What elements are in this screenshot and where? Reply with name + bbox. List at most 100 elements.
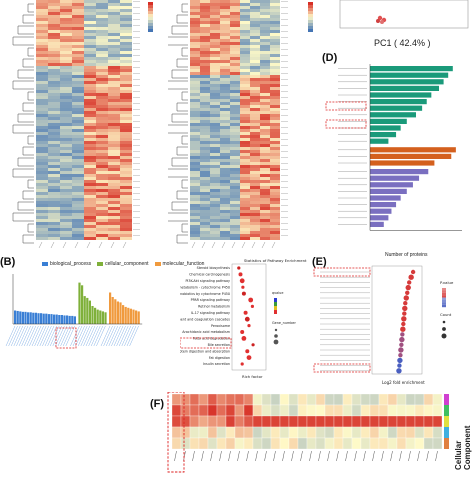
- heatmap-cell: [240, 99, 250, 102]
- dendrogram-branch: [12, 80, 34, 90]
- heatmap-cell: [72, 99, 84, 102]
- heatmap-cell: [351, 393, 362, 406]
- heatmap-cell: [48, 21, 60, 24]
- heatmap-cell: [270, 114, 280, 117]
- heatmap-cell: [108, 207, 120, 210]
- heatmap-cell: [230, 63, 240, 66]
- annotation-bar: [444, 427, 449, 438]
- heatmap-cell: [190, 120, 200, 123]
- heatmap-cell: [230, 81, 240, 84]
- enrichment-point: [410, 269, 416, 275]
- column-label-mark: [174, 450, 177, 462]
- heatmap-cell: [120, 198, 132, 201]
- heatmap-cell: [72, 144, 84, 147]
- heatmap-cell: [120, 72, 132, 75]
- heatmap-cell: [60, 192, 72, 195]
- heatmap-cell: [108, 57, 120, 60]
- heatmap-cell: [48, 51, 60, 54]
- heatmap-cell: [250, 153, 260, 156]
- heatmap-cell: [48, 213, 60, 216]
- heatmap-cell: [250, 15, 260, 18]
- heatmap-cell: [220, 39, 230, 42]
- heatmap-cell: [270, 393, 281, 406]
- heatmap-cell: [387, 404, 398, 417]
- category-label-mark: [50, 325, 60, 347]
- heatmap-cell: [72, 93, 84, 96]
- heatmap-cell: [230, 156, 240, 159]
- heatmap-cell: [210, 3, 220, 6]
- heatmap-cell: [190, 57, 200, 60]
- heatmap-cell: [120, 147, 132, 150]
- heatmap-cell: [279, 437, 290, 450]
- heatmap-cell: [200, 24, 210, 27]
- heatmap-cell: [252, 404, 263, 417]
- heatmap-cell: [270, 171, 280, 174]
- heatmap-cell: [200, 96, 210, 99]
- heatmap-cell: [260, 81, 270, 84]
- heatmap-cell: [220, 201, 230, 204]
- heatmap-cell: [36, 141, 48, 144]
- column-label-mark: [246, 450, 249, 462]
- heatmap-cell: [220, 33, 230, 36]
- heatmap-cell: [250, 210, 260, 213]
- heatmap-cell: [108, 117, 120, 120]
- heatmap-cell: [120, 33, 132, 36]
- heatmap-cell: [210, 114, 220, 117]
- dendrogram-branch: [176, 234, 188, 244]
- heatmap-cell: [297, 426, 308, 439]
- heatmap-cell: [279, 404, 290, 417]
- dendrogram-branch: [17, 25, 34, 35]
- heatmap-cell: [200, 66, 210, 69]
- heatmap-cell: [240, 93, 250, 96]
- heatmap-cell: [230, 9, 240, 12]
- heatmap-cell: [96, 42, 108, 45]
- heatmap-cell: [108, 201, 120, 204]
- heatmap-cell: [48, 189, 60, 192]
- heatmap-cell: [96, 9, 108, 12]
- pathway-term-label: IL-17 signaling pathway: [191, 311, 230, 315]
- heatmap-cell: [48, 183, 60, 186]
- heatmap-cell: [423, 393, 434, 406]
- column-label-mark: [273, 450, 276, 462]
- heatmap-cell: [190, 90, 200, 93]
- heatmap-cell: [72, 15, 84, 18]
- heatmap-cell: [96, 99, 108, 102]
- heatmap-cell: [230, 204, 240, 207]
- heatmap-cell: [240, 105, 250, 108]
- heatmap-cell: [210, 72, 220, 75]
- heatmap-cell: [220, 132, 230, 135]
- heatmap-cell: [84, 222, 96, 225]
- heatmap-cell: [36, 60, 48, 63]
- heatmap-cell: [260, 171, 270, 174]
- heatmap-cell: [96, 213, 108, 216]
- heatmap-cell: [220, 126, 230, 129]
- dendrogram-branch: [166, 168, 188, 178]
- heatmap-cell: [200, 78, 210, 81]
- heatmap-cell: [240, 153, 250, 156]
- heatmap-cell: [230, 84, 240, 87]
- heatmap-cell: [96, 24, 108, 27]
- heatmap-cell: [270, 51, 280, 54]
- heatmap-cell: [230, 180, 240, 183]
- dendrogram-branch: [166, 124, 188, 134]
- heatmap-cell: [210, 147, 220, 150]
- heatmap-cell: [240, 120, 250, 123]
- heatmap-cell: [270, 72, 280, 75]
- heatmap-cell: [190, 84, 200, 87]
- pca-point: [377, 15, 383, 21]
- column-label-mark: [228, 450, 231, 462]
- heatmap-cell: [36, 69, 48, 72]
- heatmap-cell: [84, 129, 96, 132]
- heatmap-cell: [270, 216, 280, 219]
- heatmap-cell: [72, 33, 84, 36]
- bar: [60, 315, 63, 324]
- qvalue-legend-title: qvalue: [272, 291, 283, 295]
- heatmap-cell: [198, 415, 209, 428]
- size-key-dot: [441, 333, 447, 339]
- heatmap-cell: [48, 132, 60, 135]
- heatmap-cell: [120, 81, 132, 84]
- heatmap-cell: [210, 9, 220, 12]
- heatmap-cell: [250, 0, 260, 3]
- category-label-mark: [5, 325, 16, 347]
- category-label-mark: [103, 325, 113, 347]
